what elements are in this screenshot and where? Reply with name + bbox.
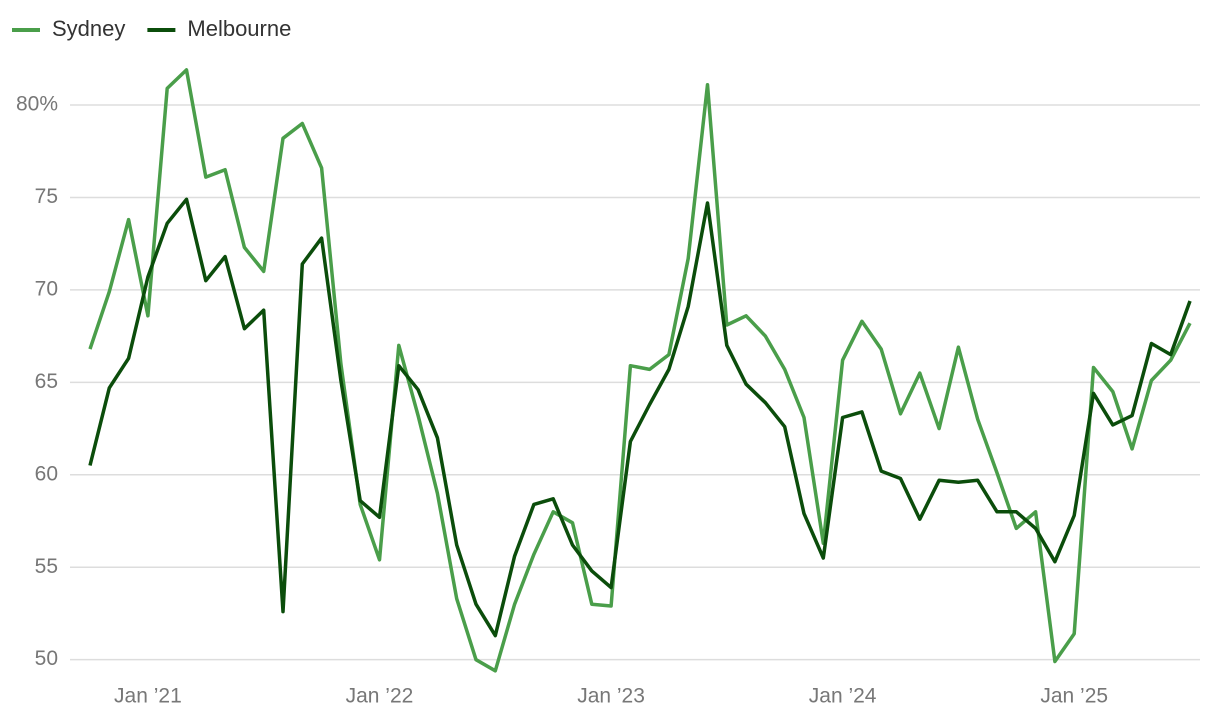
line-series <box>88 68 1192 673</box>
y-tick-label: 50 <box>35 647 58 670</box>
y-tick-label: 60 <box>35 462 58 485</box>
y-tick-label: 80% <box>16 93 58 116</box>
y-tick-label: 75 <box>35 185 58 208</box>
x-tick-label: Jan ’22 <box>346 685 414 708</box>
legend-label: Sydney <box>52 16 125 41</box>
legend-label: Melbourne <box>187 16 291 41</box>
x-tick-label: Jan ’24 <box>809 685 877 708</box>
y-tick-label: 65 <box>35 370 58 393</box>
y-tick-label: 55 <box>35 555 58 578</box>
line-series <box>88 197 1192 638</box>
x-tick-label: Jan ’25 <box>1040 685 1108 708</box>
x-tick-label: Jan ’23 <box>577 685 645 708</box>
x-tick-label: Jan ’21 <box>114 685 182 708</box>
y-tick-label: 70 <box>35 277 58 300</box>
